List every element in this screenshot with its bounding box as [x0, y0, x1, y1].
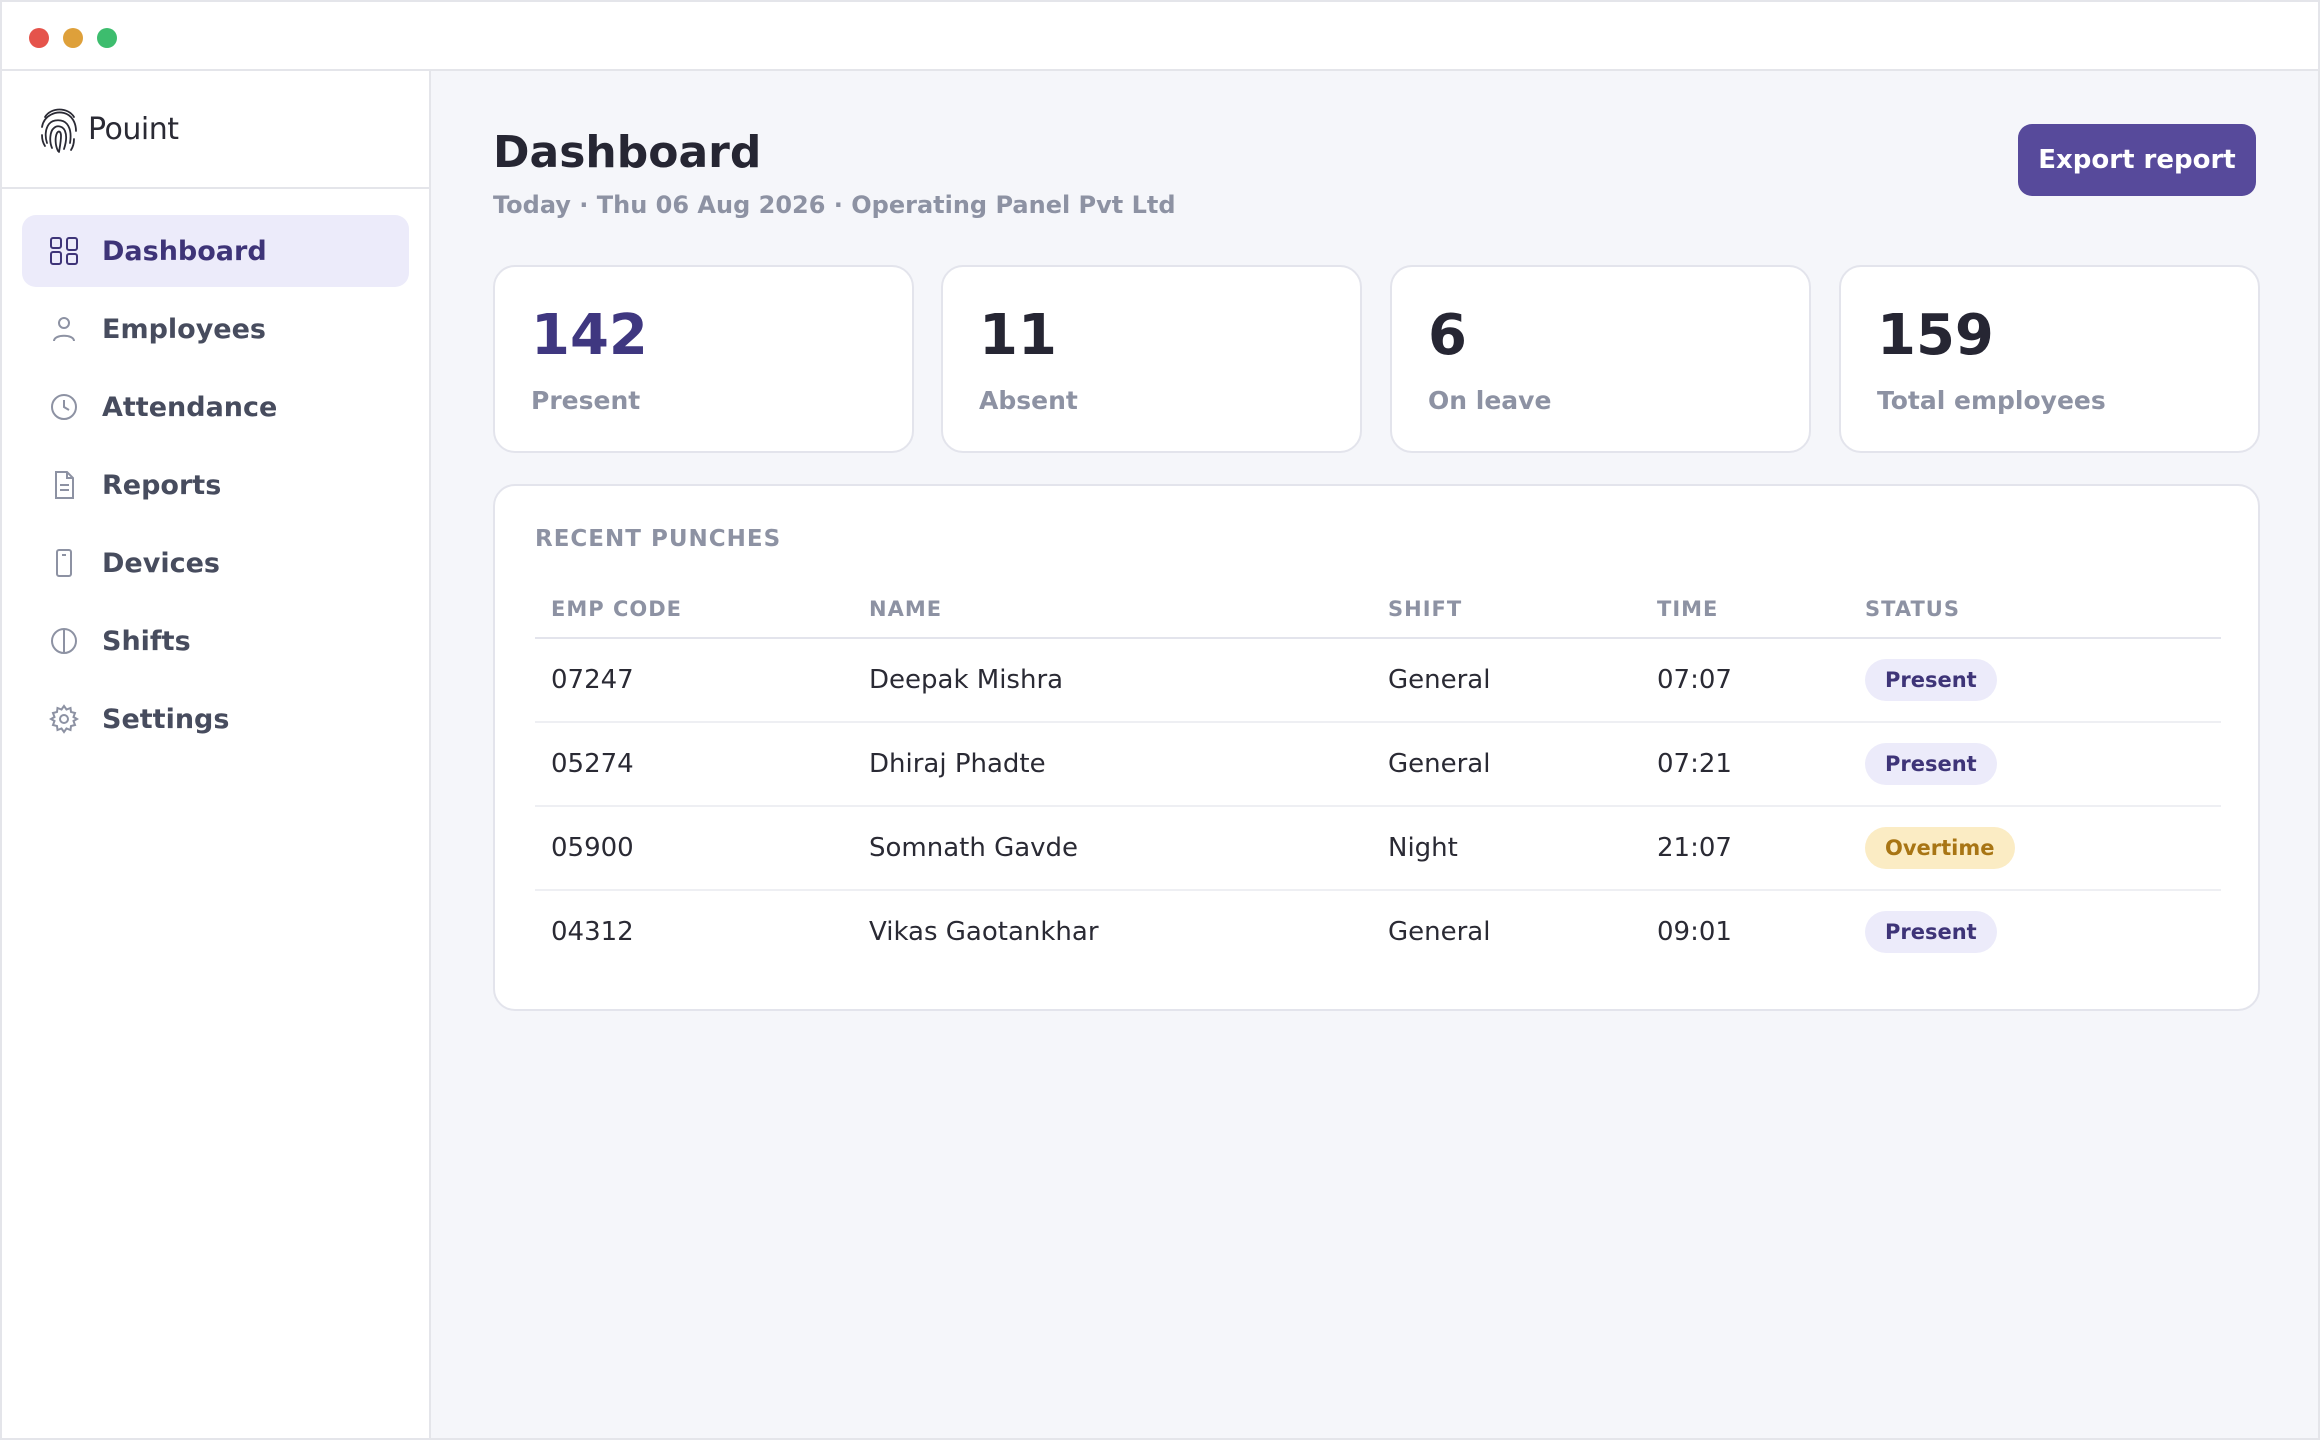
sidebar-item-shifts[interactable]: Shifts	[22, 605, 409, 677]
punch-time: 07:21	[1657, 749, 1732, 779]
status-badge: Present	[1865, 659, 1997, 701]
close-window-button[interactable]	[29, 28, 49, 48]
title-bar	[2, 2, 2318, 71]
minimize-window-button[interactable]	[63, 28, 83, 48]
column-header-shift[interactable]: SHIFT	[1388, 597, 1463, 621]
brand-name: Pouint	[88, 111, 179, 147]
punch-time: 21:07	[1657, 833, 1732, 863]
half-circle-icon	[51, 628, 77, 654]
column-header-status[interactable]: STATUS	[1865, 597, 1960, 621]
sidebar-item-label: Employees	[102, 313, 267, 345]
sidebar-item-label: Dashboard	[102, 235, 267, 267]
fingerprint-icon	[41, 108, 77, 153]
punch-time: 09:01	[1657, 917, 1732, 947]
grid-icon	[50, 237, 78, 265]
stat-label: Absent	[979, 386, 1078, 415]
shift: General	[1388, 749, 1491, 779]
sidebar-item-dashboard[interactable]: Dashboard	[22, 215, 409, 287]
sidebar-item-devices[interactable]: Devices	[22, 527, 409, 599]
stat-label: Total employees	[1877, 386, 2106, 415]
page-title: Dashboard	[493, 127, 762, 178]
status-badge: Overtime	[1865, 827, 2015, 869]
main-content: Dashboard Today · Thu 06 Aug 2026 · Oper…	[433, 73, 2318, 1438]
emp-code: 05900	[551, 833, 634, 863]
table-row[interactable]: 04312 Vikas Gaotankhar General 09:01 Pre…	[535, 891, 2221, 975]
gear-icon	[48, 704, 80, 734]
column-header-emp-code[interactable]: EMP CODE	[551, 597, 682, 621]
status-badge: Present	[1865, 911, 1997, 953]
sidebar-item-label: Reports	[102, 469, 222, 501]
page-subtitle: Today · Thu 06 Aug 2026 · Operating Pane…	[493, 191, 1176, 219]
sidebar-item-settings[interactable]: Settings	[22, 683, 409, 755]
sidebar-item-attendance[interactable]: Attendance	[22, 371, 409, 443]
table-row[interactable]: 05900 Somnath Gavde Night 21:07 Overtime	[535, 807, 2221, 891]
table-row[interactable]: 05274 Dhiraj Phadte General 07:21 Presen…	[535, 723, 2221, 807]
employee-name: Somnath Gavde	[869, 833, 1079, 863]
stat-value: 11	[979, 303, 1057, 368]
user-icon	[53, 317, 75, 342]
sidebar-item-employees[interactable]: Employees	[22, 293, 409, 365]
column-header-name[interactable]: NAME	[869, 597, 943, 621]
stat-value: 159	[1877, 303, 1994, 368]
table-header: EMP CODE NAME SHIFT TIME STATUS	[535, 583, 2221, 639]
panel-title: RECENT PUNCHES	[535, 526, 782, 552]
emp-code: 05274	[551, 749, 634, 779]
sidebar-item-reports[interactable]: Reports	[22, 449, 409, 521]
stat-card-present: 142 Present	[493, 265, 914, 453]
document-icon	[55, 471, 74, 499]
stat-label: Present	[531, 386, 641, 415]
stat-card-on-leave: 6 On leave	[1390, 265, 1811, 453]
recent-punches-table: EMP CODE NAME SHIFT TIME STATUS 07247 De…	[535, 583, 2221, 975]
maximize-window-button[interactable]	[97, 28, 117, 48]
column-header-time[interactable]: TIME	[1657, 597, 1719, 621]
sidebar-item-label: Devices	[102, 547, 220, 579]
table-row[interactable]: 07247 Deepak Mishra General 07:07 Presen…	[535, 639, 2221, 723]
emp-code: 07247	[551, 665, 634, 695]
employee-name: Deepak Mishra	[869, 665, 1064, 695]
device-icon	[56, 549, 72, 577]
export-report-button[interactable]: Export report	[2018, 124, 2256, 196]
sidebar-item-label: Settings	[102, 703, 230, 735]
shift: General	[1388, 665, 1491, 695]
stat-value: 142	[531, 303, 648, 368]
sidebar-nav: Dashboard Employees Attendance Reports	[2, 189, 429, 787]
sidebar-item-label: Attendance	[102, 391, 278, 423]
employee-name: Dhiraj Phadte	[869, 749, 1046, 779]
stat-card-absent: 11 Absent	[941, 265, 1362, 453]
sidebar-item-label: Shifts	[102, 625, 191, 657]
sidebar: Pouint Dashboard Employees Attend	[2, 71, 431, 1438]
stats-row: 142 Present 11 Absent 6 On leave 159 Tot…	[493, 265, 2260, 453]
brand[interactable]: Pouint	[2, 71, 429, 189]
stat-card-total-employees: 159 Total employees	[1839, 265, 2260, 453]
shift: Night	[1388, 833, 1458, 863]
clock-icon	[51, 394, 77, 420]
punch-time: 07:07	[1657, 665, 1732, 695]
stat-value: 6	[1428, 303, 1467, 368]
emp-code: 04312	[551, 917, 634, 947]
employee-name: Vikas Gaotankhar	[869, 917, 1099, 947]
status-badge: Present	[1865, 743, 1997, 785]
shift: General	[1388, 917, 1491, 947]
stat-label: On leave	[1428, 386, 1552, 415]
recent-punches-panel: RECENT PUNCHES EMP CODE NAME SHIFT TIME …	[493, 484, 2260, 1011]
